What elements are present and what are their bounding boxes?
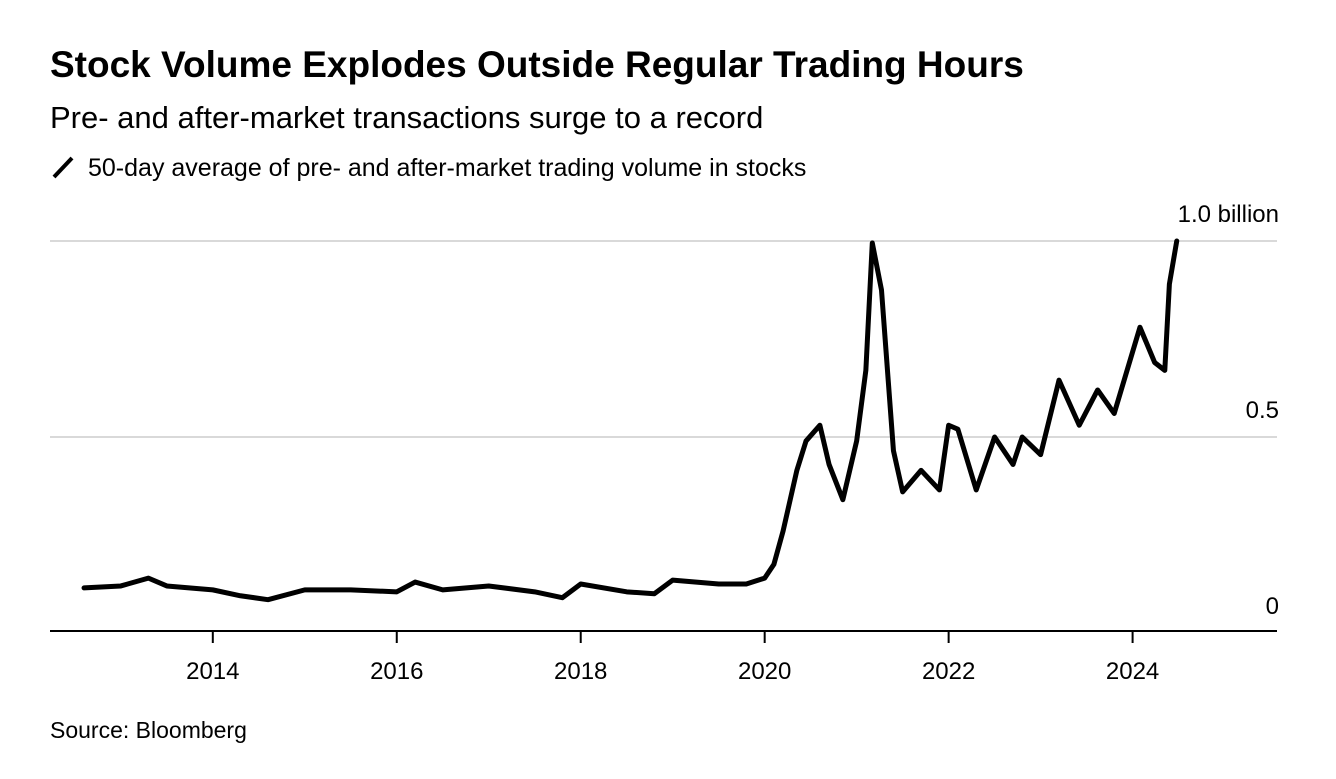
x-tick-label: 2020 — [738, 658, 791, 685]
y-tick-label: 0 — [1266, 593, 1279, 620]
x-tick-label: 2014 — [186, 658, 239, 685]
y-tick-label: 1.0 billion — [1178, 201, 1279, 228]
chart-title: Stock Volume Explodes Outside Regular Tr… — [50, 44, 1024, 85]
chart-subtitle: Pre- and after-market transactions surge… — [50, 100, 763, 135]
legend-icon — [52, 156, 74, 179]
x-tick-label: 2024 — [1106, 658, 1159, 685]
line-series — [81, 238, 1180, 603]
x-tick-label: 2022 — [922, 658, 975, 685]
x-tick-label: 2016 — [370, 658, 423, 685]
y-tick-label: 0.5 — [1246, 397, 1279, 424]
x-tick-label: 2018 — [554, 658, 607, 685]
source: Source: Bloomberg — [50, 717, 247, 743]
legend-label: 50-day average of pre- and after-market … — [88, 154, 806, 182]
